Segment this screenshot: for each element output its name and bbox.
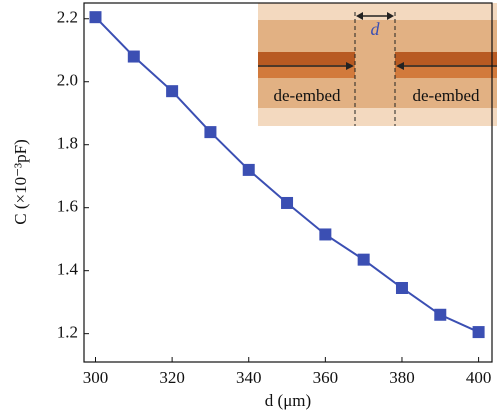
marker xyxy=(127,50,140,63)
x-tick-label: 340 xyxy=(236,368,262,387)
inset-label: de-embed xyxy=(412,86,480,105)
arrow-head xyxy=(346,62,354,70)
plot-frame xyxy=(83,2,493,363)
y-axis-label: C (×10⁻³pF) xyxy=(11,139,30,225)
y-tick-label: 1.2 xyxy=(57,323,78,342)
inset-label: de-embed xyxy=(273,86,341,105)
x-axis-label: d (μm) xyxy=(265,391,311,410)
marker xyxy=(89,11,102,24)
y-tick-label: 1.6 xyxy=(57,197,78,216)
x-tick-label: 400 xyxy=(466,368,492,387)
layer xyxy=(395,52,497,65)
marker xyxy=(357,253,370,266)
marker xyxy=(166,85,179,98)
marker xyxy=(242,163,255,176)
layer xyxy=(258,52,355,65)
arrow-head xyxy=(396,62,404,70)
y-tick-label: 2.2 xyxy=(57,8,78,27)
marker xyxy=(319,228,332,241)
x-tick-label: 380 xyxy=(389,368,415,387)
y-tick-label: 2.0 xyxy=(57,71,78,90)
x-tick-label: 360 xyxy=(313,368,339,387)
marker xyxy=(472,326,485,339)
marker xyxy=(204,126,217,139)
y-tick-label: 1.4 xyxy=(57,260,79,279)
marker xyxy=(395,281,408,294)
y-tick-label: 1.8 xyxy=(57,134,78,153)
marker xyxy=(281,196,294,209)
marker xyxy=(434,308,447,321)
x-tick-label: 300 xyxy=(83,368,109,387)
x-tick-label: 320 xyxy=(159,368,185,387)
inset-label: d xyxy=(371,19,381,39)
inset-diagram: d de-embed de-embed xyxy=(258,3,497,126)
